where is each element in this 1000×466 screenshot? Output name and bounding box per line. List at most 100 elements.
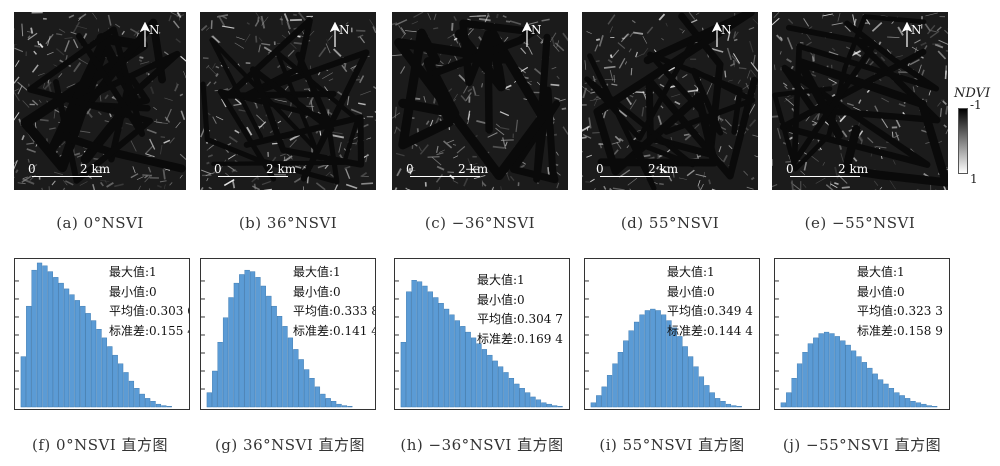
histogram-bar: [823, 331, 830, 408]
histogram-bar: [655, 310, 661, 408]
histogram-bar: [731, 405, 737, 408]
stat-min: 最小值:0: [477, 292, 525, 307]
histogram-bar: [693, 366, 699, 408]
histogram-bar: [427, 291, 433, 408]
histogram-bar: [671, 327, 678, 408]
histogram-bar: [53, 277, 59, 408]
histogram-bar: [470, 337, 477, 408]
scale-end: 2 km: [648, 162, 679, 176]
terrain-texture: [392, 12, 568, 190]
histogram-bar: [698, 376, 705, 408]
histogram-bar: [915, 402, 922, 408]
histogram-bar: [304, 369, 310, 408]
histogram-bar: [704, 385, 710, 408]
histogram-bar: [623, 340, 629, 408]
histogram-plot: [201, 269, 353, 408]
scale-start: 0: [28, 162, 36, 176]
histogram-bar: [888, 388, 895, 408]
north-label: N: [911, 23, 922, 37]
stat-min: 最小值:0: [109, 284, 157, 299]
histogram-bar: [96, 329, 102, 408]
histogram-bar: [590, 402, 596, 408]
histogram-bar: [834, 336, 840, 408]
histogram-bar: [282, 326, 288, 408]
north-label: N: [339, 23, 350, 37]
histogram-bar: [63, 288, 70, 408]
histogram-bar: [20, 356, 26, 408]
histogram-bar: [552, 405, 558, 408]
histogram-bar: [465, 331, 471, 408]
scale-bar: 0 2 km: [406, 162, 516, 180]
histogram-bar: [416, 281, 423, 408]
histogram-bar: [239, 274, 245, 408]
histogram-bar: [331, 401, 337, 408]
histogram-bar: [802, 352, 808, 408]
histogram-bar: [47, 271, 53, 408]
stat-max: 最大值:1: [293, 265, 341, 279]
north-label: N: [149, 23, 160, 37]
histogram-bar: [118, 363, 124, 408]
stat-std: 标准差:0.141 4: [293, 323, 376, 338]
histogram-bar: [228, 297, 234, 408]
histogram-bar: [260, 285, 266, 408]
stat-std: 标准差:0.158 9: [857, 323, 943, 338]
scale-start: 0: [596, 162, 604, 176]
histogram-bar: [628, 330, 634, 408]
histogram-bar: [134, 388, 140, 408]
histogram-bar: [411, 280, 417, 408]
histogram-bar: [709, 392, 715, 408]
histogram-bar: [715, 398, 721, 408]
histogram-bar: [107, 346, 113, 408]
scale-start: 0: [406, 162, 414, 176]
histogram-bar: [682, 346, 688, 408]
image-panel-a: N 0 2 km: [14, 12, 186, 190]
caption-f: (f) 0°NSVI 直方图: [32, 436, 168, 454]
stat-mean: 平均值:0.349 4: [667, 304, 753, 318]
legend-max-label: -1: [970, 98, 982, 112]
histogram-f: 最大值:1 最小值:0 平均值:0.303 6 标准差:0.155 4: [14, 258, 190, 410]
histogram-bar: [443, 308, 450, 408]
histogram-bar: [677, 336, 683, 408]
histogram-bar: [314, 386, 321, 408]
histogram-bar: [786, 392, 792, 408]
histogram-bar: [90, 320, 97, 408]
histogram-bar: [266, 295, 272, 408]
ndvi-colorbar: [958, 108, 968, 174]
north-label: N: [531, 23, 542, 37]
histogram-bar: [309, 378, 315, 408]
scale-start: 0: [786, 162, 794, 176]
histogram-h: 最大值:1 最小值:0 平均值:0.304 7 标准差:0.169 4: [394, 258, 570, 410]
histogram-bar: [454, 320, 460, 408]
histogram-bar: [791, 378, 797, 408]
caption-h: (h) −36°NSVI 直方图: [400, 436, 564, 454]
caption-b: (b) 36°NSVI: [238, 214, 338, 232]
histogram-bar: [422, 285, 428, 408]
histogram-bar: [617, 352, 623, 408]
histogram-bar: [861, 362, 868, 408]
histogram-bar: [31, 269, 37, 408]
histogram-bar: [503, 372, 509, 408]
scale-end: 2 km: [266, 162, 297, 176]
histogram-bar: [74, 300, 80, 408]
histogram-bar: [161, 405, 167, 408]
caption-a: (a) 0°NSVI: [56, 214, 144, 232]
histogram-bar: [894, 392, 900, 408]
histogram-bar: [80, 305, 86, 408]
histogram-j: 最大值:1 最小值:0 平均值:0.323 3 标准差:0.158 9: [774, 258, 950, 410]
stats-box: 最大值:1 最小值:0 平均值:0.303 6 标准差:0.155 4: [109, 263, 189, 341]
histogram-bar: [36, 262, 43, 408]
histogram-bar: [128, 380, 135, 408]
histogram-bar: [926, 405, 932, 408]
histogram-bar: [932, 406, 938, 408]
histogram-bar: [829, 333, 835, 408]
north-arrow: N: [520, 20, 546, 52]
histogram-bar: [650, 308, 656, 408]
histogram-bar: [212, 370, 218, 408]
histogram-bar: [850, 350, 857, 408]
histogram-bar: [347, 406, 353, 408]
histogram-bar: [883, 383, 889, 408]
histogram-bar: [818, 333, 824, 408]
scale-end: 2 km: [838, 162, 869, 176]
histogram-bar: [233, 282, 239, 408]
histogram-bar: [336, 403, 342, 408]
